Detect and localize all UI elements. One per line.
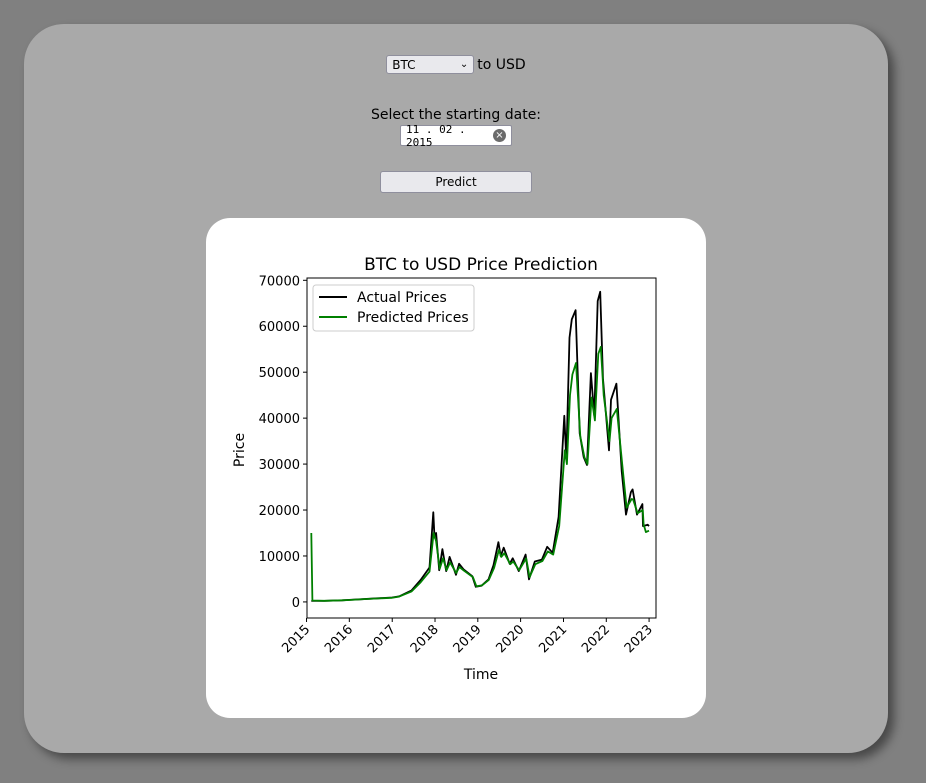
y-tick-label: 30000 bbox=[259, 458, 300, 473]
y-tick-label: 70000 bbox=[259, 274, 300, 289]
start-date-value: 11 . 02 . 2015 bbox=[406, 122, 466, 149]
x-tick-label: 2016 bbox=[322, 622, 356, 656]
currency-select[interactable]: BTC ⌄ bbox=[386, 55, 475, 74]
currency-select-value: BTC bbox=[392, 57, 416, 72]
y-tick-label: 0 bbox=[292, 596, 300, 611]
chart-title: BTC to USD Price Prediction bbox=[364, 255, 598, 275]
clear-icon[interactable]: × bbox=[493, 129, 506, 142]
x-tick-label: 2020 bbox=[493, 622, 527, 656]
predict-button[interactable]: Predict bbox=[380, 171, 532, 193]
series-line-actual bbox=[311, 290, 650, 602]
x-tick-label: 2021 bbox=[536, 622, 570, 656]
legend-label: Predicted Prices bbox=[357, 310, 469, 326]
x-tick-label: 2022 bbox=[579, 622, 613, 656]
x-tick-label: 2018 bbox=[408, 622, 442, 656]
y-tick-label: 40000 bbox=[259, 412, 300, 427]
y-tick-label: 20000 bbox=[259, 504, 300, 519]
x-tick-label: 2017 bbox=[365, 622, 399, 656]
x-tick-label: 2023 bbox=[622, 622, 656, 656]
currency-suffix: to USD bbox=[477, 56, 526, 73]
price-chart: BTC to USD Price Prediction 0 10000 20000 3… bbox=[232, 255, 657, 683]
legend-label: Actual Prices bbox=[357, 290, 447, 306]
y-axis-label: Price bbox=[232, 433, 248, 467]
y-tick-label: 10000 bbox=[259, 550, 300, 565]
legend-box bbox=[312, 284, 475, 332]
main-panel: BTC ⌄ to USD Select the starting date: 1… bbox=[24, 24, 888, 753]
currency-row: BTC ⌄ to USD bbox=[24, 55, 888, 74]
y-tick-label: 50000 bbox=[259, 366, 300, 381]
chart-legend: Actual Prices Predicted Prices bbox=[312, 284, 475, 332]
y-tick-label: 60000 bbox=[259, 320, 300, 335]
series-line-predicted bbox=[310, 345, 650, 602]
date-label: Select the starting date: bbox=[370, 107, 542, 123]
plot-frame bbox=[306, 277, 657, 619]
chevron-down-icon: ⌄ bbox=[459, 59, 469, 70]
start-date-input[interactable]: 11 . 02 . 2015 × bbox=[400, 122, 512, 149]
x-axis-label: Time bbox=[463, 667, 498, 683]
x-tick-label: 2015 bbox=[279, 622, 313, 656]
chart-card: BTC to USD Price Prediction 0 10000 20000 3… bbox=[206, 218, 706, 718]
x-tick-label: 2019 bbox=[451, 622, 485, 656]
